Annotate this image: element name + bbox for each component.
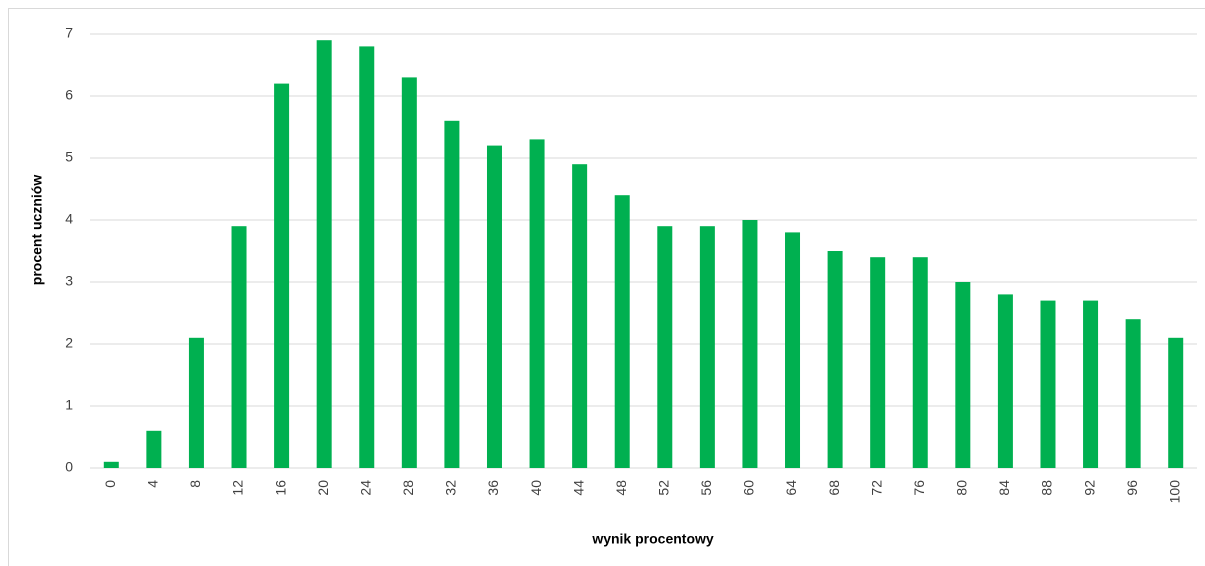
bar (1040, 300, 1056, 468)
x-tick-label: 8 (187, 480, 203, 488)
x-tick-label: 56 (698, 480, 714, 496)
x-tick-label: 84 (996, 480, 1012, 496)
y-tick-label: 5 (65, 149, 73, 165)
y-tick-label: 4 (65, 211, 73, 227)
bar (785, 232, 801, 468)
bar (486, 145, 502, 468)
x-tick-label: 96 (1124, 480, 1140, 496)
bar (657, 226, 673, 468)
bar (401, 77, 417, 469)
bar (572, 164, 588, 468)
x-tick-label: 72 (868, 480, 884, 496)
bar (912, 257, 928, 468)
x-tick-label: 4 (145, 480, 161, 488)
x-tick-label: 52 (655, 480, 671, 496)
y-tick-label: 0 (65, 459, 73, 475)
x-tick-label: 68 (826, 480, 842, 496)
bar (955, 282, 971, 468)
bar (188, 337, 204, 468)
y-tick-label: 6 (65, 87, 73, 103)
x-tick-label: 40 (528, 480, 544, 496)
bar (997, 294, 1013, 468)
x-tick-label: 80 (954, 480, 970, 496)
bar (870, 257, 886, 468)
y-tick-label: 1 (65, 397, 73, 413)
x-tick-label: 76 (911, 480, 927, 496)
bar (274, 83, 290, 468)
bar (827, 251, 843, 468)
bar (1168, 337, 1184, 468)
x-tick-label: 16 (272, 480, 288, 496)
bar (529, 139, 545, 468)
x-tick-label: 64 (783, 480, 799, 496)
x-tick-label: 44 (570, 480, 586, 496)
x-tick-label: 32 (443, 480, 459, 496)
chart-frame (8, 8, 1205, 566)
bar (1083, 300, 1099, 468)
bar (231, 226, 247, 468)
x-tick-label: 0 (102, 480, 118, 488)
y-tick-label: 2 (65, 335, 73, 351)
bar (146, 430, 162, 468)
y-tick-label: 7 (65, 25, 73, 41)
x-tick-label: 60 (741, 480, 757, 496)
bar (1125, 319, 1141, 468)
x-tick-label: 24 (357, 480, 373, 496)
x-tick-label: 92 (1081, 480, 1097, 496)
bar (614, 195, 630, 468)
x-tick-label: 48 (613, 480, 629, 496)
x-tick-label: 36 (485, 480, 501, 496)
bar (699, 226, 715, 468)
x-tick-label: 88 (1039, 480, 1055, 496)
y-axis-title: procent uczniów (29, 175, 45, 286)
x-tick-label: 28 (400, 480, 416, 496)
bar (444, 120, 460, 469)
x-tick-label: 12 (230, 480, 246, 496)
x-tick-label: 20 (315, 480, 331, 496)
bar (103, 461, 119, 468)
bar (742, 220, 758, 468)
y-tick-label: 3 (65, 273, 73, 289)
x-axis-title: wynik procentowy (591, 531, 714, 547)
x-tick-label: 100 (1166, 480, 1182, 504)
bar (316, 40, 332, 468)
bar (359, 46, 375, 469)
